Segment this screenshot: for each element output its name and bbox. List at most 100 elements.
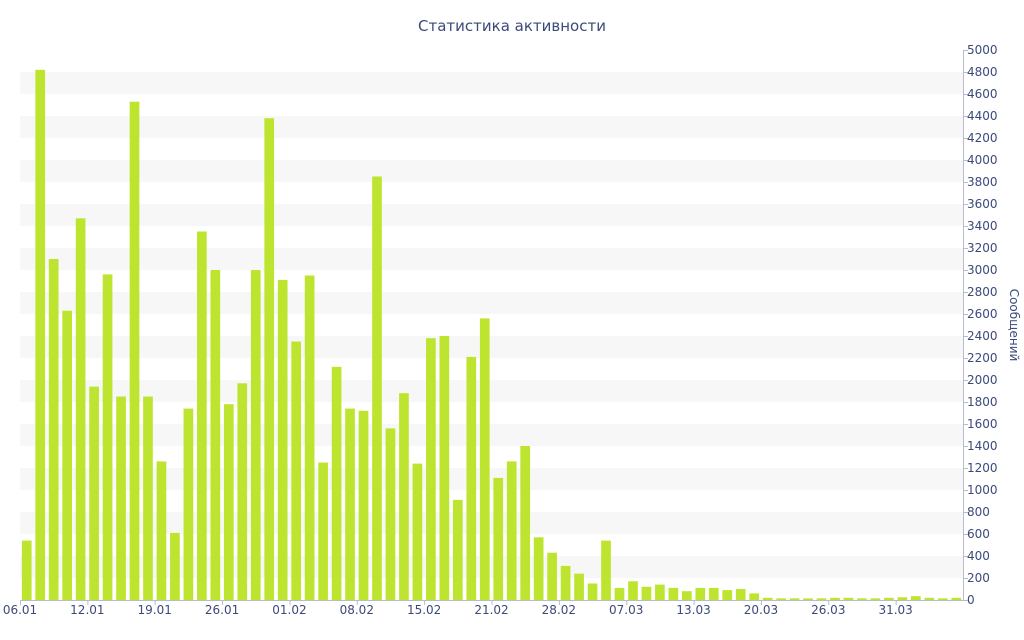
bar [601,540,611,600]
y-tick-label: 4400 [967,109,998,123]
chart-title: Статистика активности [418,17,606,35]
y-tick-label: 1600 [967,417,998,431]
bar [857,598,867,600]
bar [412,463,423,600]
y-tick-label: 0 [967,593,975,607]
bar [291,341,302,600]
bar [197,231,207,600]
bar [129,101,140,600]
bar [466,356,477,600]
grid-band [20,204,963,226]
y-tick-label: 200 [967,571,990,585]
bar [506,461,517,600]
bar [183,408,194,600]
bar [884,597,894,600]
bar [426,338,436,600]
x-tick-label: 12.01 [70,603,104,617]
bar [358,410,369,600]
bar [89,386,99,600]
bar [21,540,32,600]
y-tick-label: 1400 [967,439,998,453]
bar [560,565,571,600]
bar [749,593,760,600]
y-axis: 0 200 400 600 800 1000 1200 1400 1600 1800 2000 220… [963,43,998,607]
x-tick-label: 06.01 [3,603,37,617]
x-tick-label: 31.03 [878,603,912,617]
bar [372,176,382,600]
bar [655,584,665,600]
bar [776,598,786,600]
bar [250,270,261,600]
bar [48,259,59,600]
bar [493,477,504,600]
bar [304,275,315,600]
bar [277,279,288,600]
grid-band [20,336,963,358]
bar [668,587,679,600]
x-tick-label: 19.01 [138,603,172,617]
x-axis: 06.01 12.01 19.01 26.01 01.02 08.02 15.02 21.02… [3,600,913,617]
bar [911,596,921,600]
y-tick-label: 5000 [967,43,998,57]
bar [937,598,948,600]
bar [533,537,544,600]
bar [331,366,342,600]
bar [75,218,86,601]
y-tick-label: 3200 [967,241,998,255]
y-tick-label: 4600 [967,87,998,101]
bar [735,589,746,600]
grid-band [20,116,963,138]
y-tick-label: 600 [967,527,990,541]
bar [681,591,692,600]
bar [452,499,463,600]
y-tick-label: 3000 [967,263,998,277]
y-tick-label: 3400 [967,219,998,233]
y-axis-title: Сообщений [1007,289,1021,362]
y-tick-label: 3800 [967,175,998,189]
bar [587,583,598,600]
bar [35,69,46,601]
x-tick-label: 20.03 [744,603,778,617]
y-tick-label: 2600 [967,307,998,321]
bar [897,597,908,600]
bar [156,461,167,600]
bar [264,118,275,600]
bar [614,587,625,600]
bar [223,404,234,600]
y-tick-label: 1200 [967,461,998,475]
bar [170,532,180,600]
x-tick-label: 01.02 [272,603,306,617]
y-tick-label: 3600 [967,197,998,211]
bar [439,336,450,600]
bar [708,587,719,600]
bar [237,383,248,600]
bar [102,274,113,600]
y-tick-label: 1800 [967,395,998,409]
bar [116,396,126,600]
grid-band [20,72,963,94]
bar [520,446,531,600]
x-tick-label: 26.01 [205,603,239,617]
bar [143,396,153,600]
bar [843,597,854,600]
bar [722,590,733,600]
y-tick-label: 4800 [967,65,998,79]
x-tick-label: 21.02 [474,603,508,617]
bar [803,598,813,600]
x-tick-label: 26.03 [811,603,845,617]
y-tick-label: 4200 [967,131,998,145]
x-tick-label: 07.03 [609,603,643,617]
bar [345,408,355,600]
grid-band [20,424,963,446]
y-tick-label: 2400 [967,329,998,343]
bar [762,597,773,600]
bar [789,598,800,600]
bar [318,462,328,600]
grid-band [20,248,963,270]
bar [479,318,490,600]
x-tick-label: 13.03 [676,603,710,617]
y-tick-label: 2200 [967,351,998,365]
bar [628,581,638,600]
bar [210,270,221,600]
bar [830,597,840,600]
